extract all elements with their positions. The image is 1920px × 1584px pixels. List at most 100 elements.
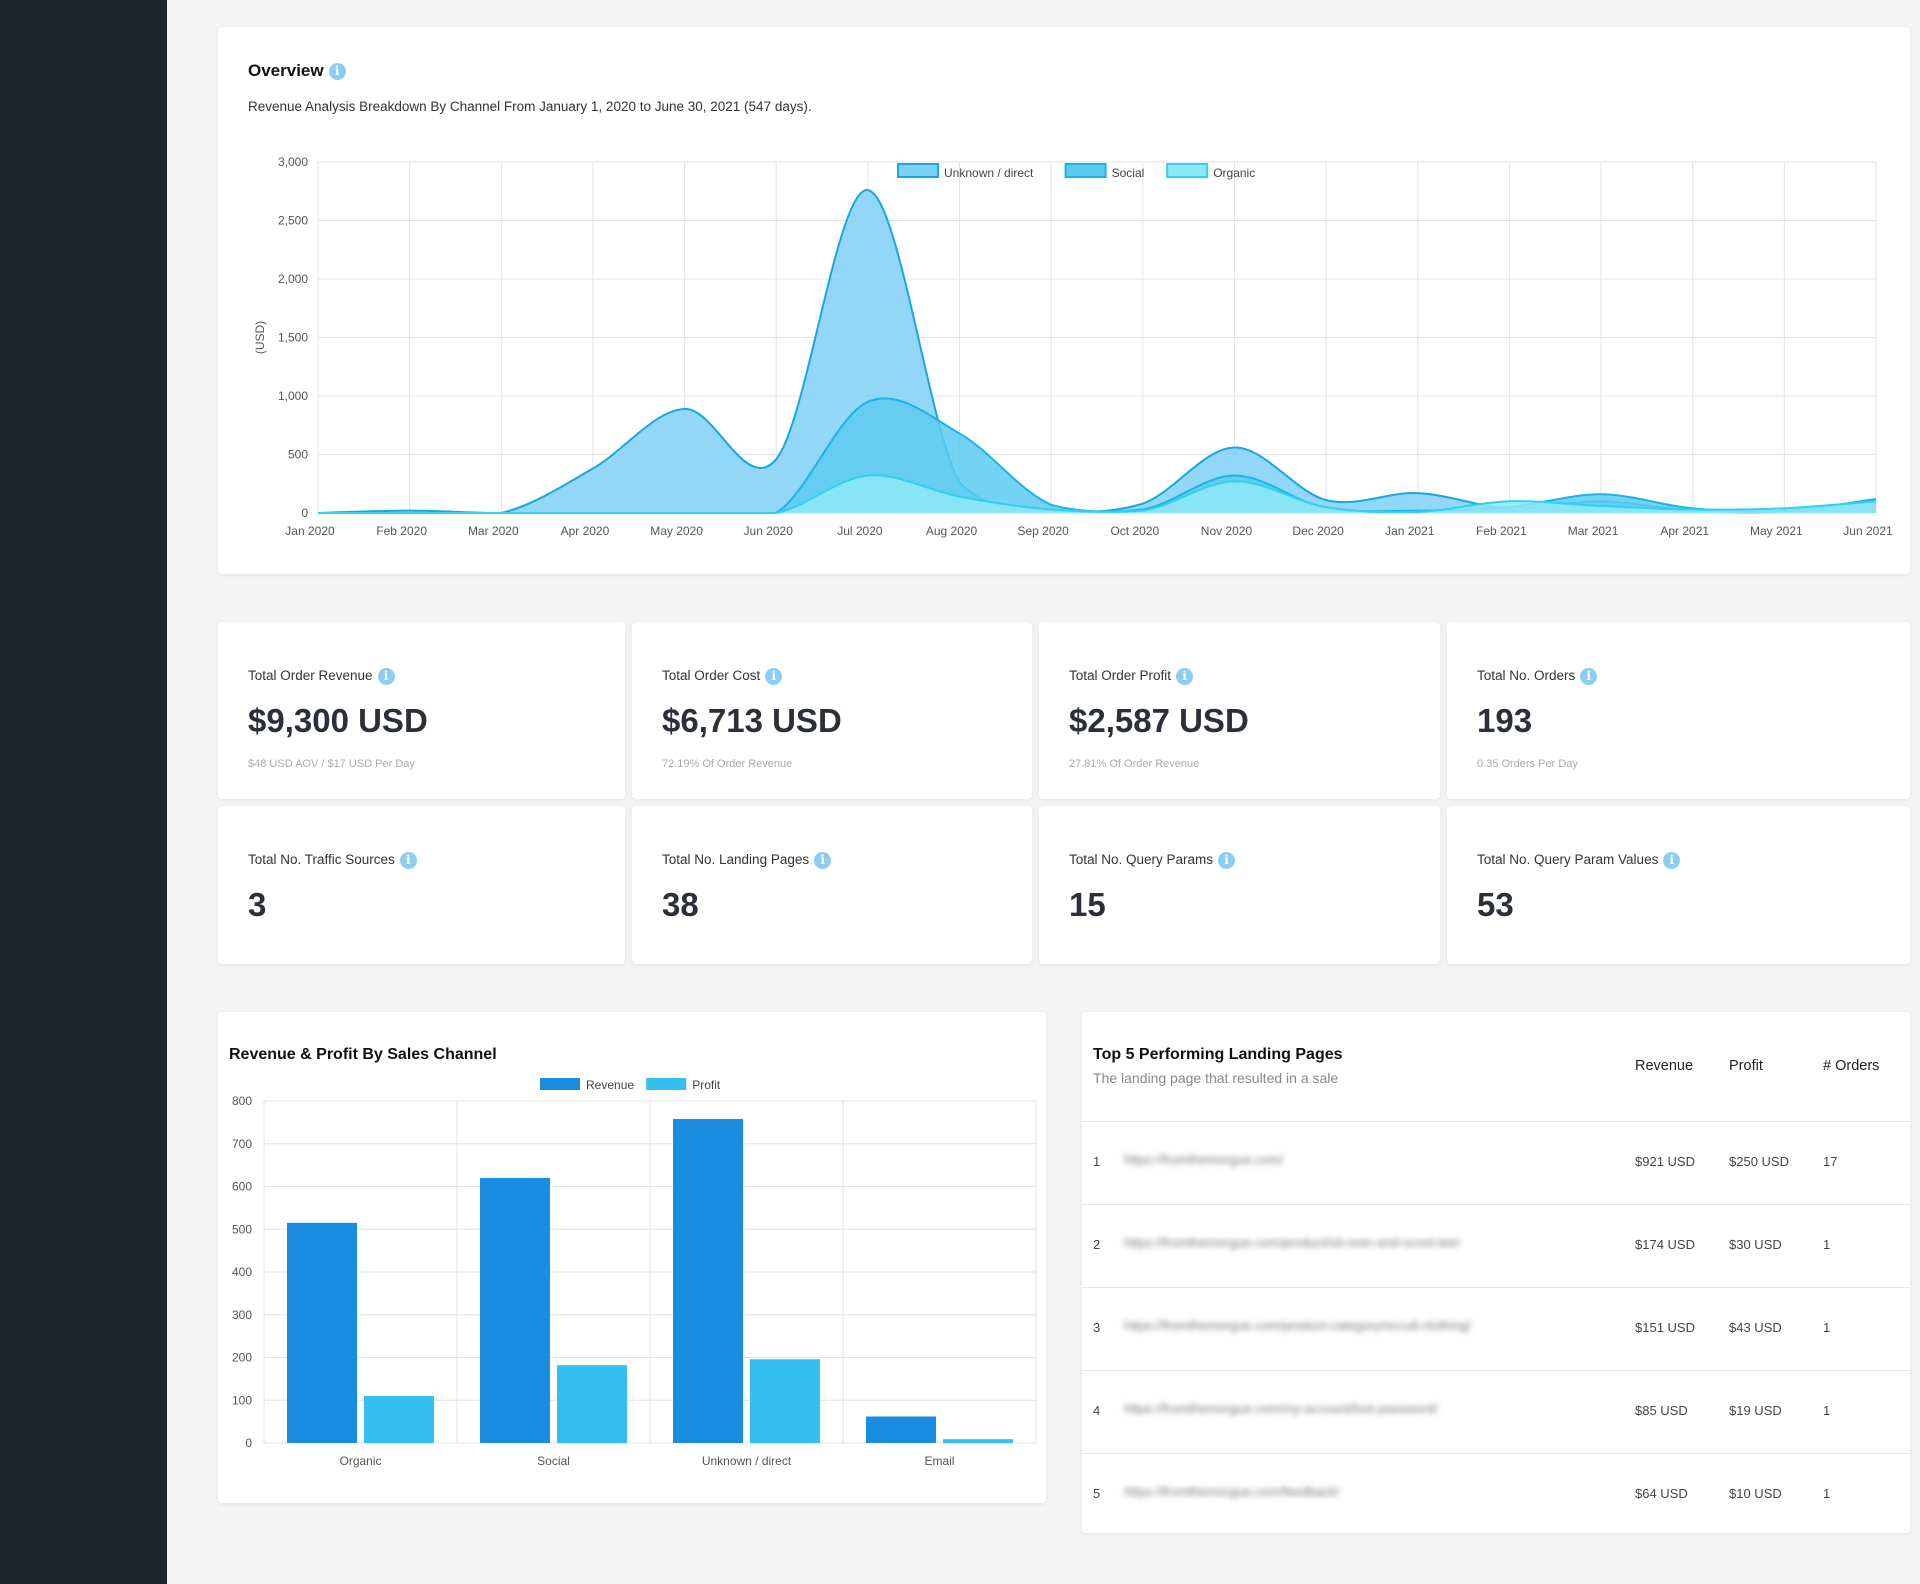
bar-profit bbox=[750, 1359, 820, 1443]
table-row[interactable]: 2 https://fromthemorgue.com/product/sit-o… bbox=[1082, 1204, 1910, 1286]
stat-card: Total No. Traffic Sources i 3 bbox=[218, 806, 625, 964]
legend-swatch bbox=[1166, 163, 1209, 178]
row-url[interactable]: https://fromthemorgue.com/product-catego… bbox=[1124, 1318, 1471, 1333]
row-revenue: $921 USD bbox=[1635, 1154, 1695, 1169]
stat-value: 193 bbox=[1477, 702, 1533, 739]
stat-label: Total No. Landing Pages i bbox=[662, 852, 832, 869]
col-header-revenue[interactable]: Revenue bbox=[1635, 1058, 1694, 1074]
row-orders: 1 bbox=[1823, 1403, 1831, 1418]
y-tick-label: 400 bbox=[232, 1265, 252, 1279]
overview-area-chart: 3,000 2,500 2,000 1,500 1,000 500 0 Jan 2020 Feb… bbox=[253, 155, 1893, 538]
x-tick-label: Nov 2020 bbox=[1201, 524, 1253, 538]
legend-swatch bbox=[540, 1078, 580, 1090]
x-tick-label: Apr 2021 bbox=[1660, 524, 1709, 538]
info-icon[interactable]: i bbox=[377, 668, 395, 685]
row-orders: 1 bbox=[1823, 1237, 1831, 1252]
info-icon[interactable]: i bbox=[814, 852, 832, 869]
stat-label-text: Total No. Query Params bbox=[1069, 852, 1214, 868]
info-icon[interactable]: i bbox=[1218, 852, 1236, 869]
stat-label: Total No. Query Params i bbox=[1069, 852, 1236, 869]
x-tick-label: Mar 2021 bbox=[1568, 524, 1619, 538]
landing-pages-card: Top 5 Performing Landing Pages The landi… bbox=[1082, 1012, 1910, 1533]
x-tick-label: Jun 2020 bbox=[744, 524, 794, 538]
y-tick-label: 300 bbox=[232, 1308, 252, 1322]
legend-swatch bbox=[897, 163, 939, 178]
stat-label-text: Total Order Profit bbox=[1069, 668, 1172, 684]
y-tick-label: 500 bbox=[232, 1222, 252, 1236]
x-tick-label: Mar 2020 bbox=[468, 524, 519, 538]
stat-value: 15 bbox=[1069, 886, 1106, 923]
row-profit: $30 USD bbox=[1729, 1237, 1782, 1252]
landing-pages-title: Top 5 Performing Landing Pages bbox=[1093, 1046, 1343, 1063]
y-tick-label: 800 bbox=[232, 1094, 252, 1108]
y-tick-label: 200 bbox=[232, 1351, 252, 1365]
stat-value: 38 bbox=[662, 886, 699, 923]
row-orders: 17 bbox=[1823, 1154, 1838, 1169]
row-url[interactable]: https://fromthemorgue.com/my-account/los… bbox=[1124, 1401, 1438, 1416]
bar-profit bbox=[557, 1365, 627, 1443]
y-tick-label: 600 bbox=[232, 1180, 252, 1194]
x-tick-label: Organic bbox=[339, 1454, 381, 1468]
stat-label-text: Total No. Traffic Sources bbox=[248, 852, 395, 868]
series-line bbox=[318, 474, 1877, 515]
revenue-profit-card: Revenue & Profit By Sales Channel 800 700… bbox=[218, 1012, 1046, 1503]
bar-chart-title: Revenue & Profit By Sales Channel bbox=[229, 1046, 497, 1063]
info-icon[interactable]: i bbox=[1663, 852, 1681, 869]
row-revenue: $85 USD bbox=[1635, 1403, 1688, 1418]
bar-revenue bbox=[673, 1118, 743, 1443]
x-tick-label: Jan 2020 bbox=[285, 524, 335, 538]
landing-pages-subtitle: The landing page that resulted in a sale bbox=[1093, 1070, 1339, 1086]
stat-label: Total Order Profit i bbox=[1069, 668, 1194, 685]
stat-card: Total No. Query Params i 15 bbox=[1039, 806, 1440, 964]
table-row[interactable]: 1 https://fromthemorgue.com/ $921 USD $250 … bbox=[1082, 1121, 1910, 1203]
x-tick-label: Dec 2020 bbox=[1292, 524, 1344, 538]
bar-revenue bbox=[866, 1416, 936, 1443]
x-tick-label: Jul 2020 bbox=[837, 524, 883, 538]
x-tick-label: May 2020 bbox=[650, 524, 703, 538]
series-line bbox=[317, 189, 1877, 515]
stat-label-text: Total Order Revenue bbox=[248, 668, 373, 684]
row-url[interactable]: https://fromthemorgue.com/feedback/ bbox=[1124, 1484, 1340, 1499]
info-icon[interactable]: i bbox=[399, 852, 417, 869]
table-row[interactable]: 3 https://fromthemorgue.com/product-categ… bbox=[1082, 1287, 1910, 1369]
table-row[interactable]: 5 https://fromthemorgue.com/feedback/ $64 … bbox=[1082, 1453, 1910, 1535]
info-icon[interactable]: i bbox=[1176, 668, 1194, 685]
row-url[interactable]: https://fromthemorgue.com/product/sit-ov… bbox=[1124, 1235, 1460, 1250]
stat-value: 3 bbox=[248, 886, 267, 923]
table-row[interactable]: 4 https://fromthemorgue.com/my-account/lo… bbox=[1082, 1370, 1910, 1452]
sidebar bbox=[0, 0, 167, 1584]
x-tick-label: Unknown / direct bbox=[702, 1454, 792, 1468]
stat-value: 53 bbox=[1477, 886, 1514, 923]
row-profit: $19 USD bbox=[1729, 1403, 1782, 1418]
info-icon[interactable]: i bbox=[765, 668, 783, 685]
legend-label: Unknown / direct bbox=[944, 166, 1034, 180]
overview-title: Overview i bbox=[248, 61, 346, 81]
stat-label-text: Total No. Query Param Values bbox=[1477, 852, 1659, 868]
row-orders: 1 bbox=[1823, 1486, 1831, 1501]
y-axis-label: (USD) bbox=[253, 321, 267, 354]
y-tick-label: 500 bbox=[288, 448, 308, 462]
col-header-profit[interactable]: Profit bbox=[1729, 1058, 1763, 1074]
series-area bbox=[318, 190, 1876, 513]
info-icon[interactable]: i bbox=[1580, 668, 1598, 685]
x-tick-label: Apr 2020 bbox=[561, 524, 610, 538]
stat-label: Total No. Query Param Values i bbox=[1477, 852, 1681, 869]
stat-card: Total Order Revenue i $9,300 USD $48 USD AO… bbox=[218, 622, 625, 799]
row-url[interactable]: https://fromthemorgue.com/ bbox=[1124, 1152, 1283, 1167]
stat-card: Total No. Query Param Values i 53 bbox=[1447, 806, 1910, 964]
x-tick-label: Oct 2020 bbox=[1110, 524, 1159, 538]
info-icon[interactable]: i bbox=[328, 63, 346, 81]
x-tick-label: Jan 2021 bbox=[1385, 524, 1435, 538]
row-rank: 5 bbox=[1093, 1486, 1101, 1501]
y-tick-label: 0 bbox=[301, 506, 308, 520]
row-rank: 2 bbox=[1093, 1237, 1101, 1252]
x-tick-label: Aug 2020 bbox=[926, 524, 978, 538]
row-revenue: $151 USD bbox=[1635, 1320, 1695, 1335]
legend-label: Organic bbox=[1213, 166, 1255, 180]
row-rank: 3 bbox=[1093, 1320, 1101, 1335]
col-header-orders[interactable]: # Orders bbox=[1823, 1058, 1880, 1074]
row-revenue: $64 USD bbox=[1635, 1486, 1688, 1501]
stat-label: Total Order Revenue i bbox=[248, 668, 395, 685]
stat-subtext: 72.19% Of Order Revenue bbox=[662, 758, 793, 770]
bar-revenue bbox=[287, 1222, 357, 1443]
